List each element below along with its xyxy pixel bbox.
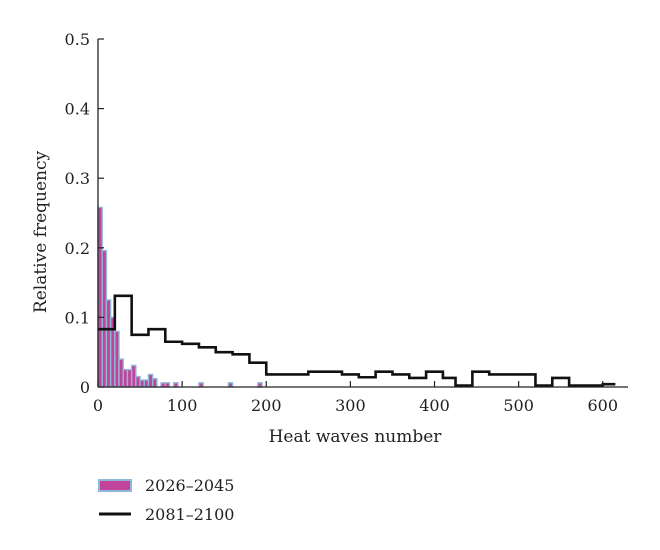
legend-swatch-2026-2045 [98,479,132,492]
plot-area [97,206,616,388]
legend-label-2081-2100: 2081–2100 [145,505,234,524]
x-tick-label-4: 400 [419,396,450,415]
y-tick-label-0: 0 [80,378,90,397]
x-tick-label-0: 0 [93,396,103,415]
x-tick-label-5: 500 [503,396,534,415]
step-line-2081-2100 [98,294,616,387]
x-tick-label-3: 300 [335,396,366,415]
y-tick-label-1: 0.1 [65,308,90,327]
y-axis-title: Relative frequency [31,150,51,313]
x-axis-title: Heat waves number [269,427,443,447]
x-tick-label-2: 200 [251,396,282,415]
y-tick-label-5: 0.5 [65,30,90,49]
axes: 0 0.1 0.2 0.3 0.4 0.5 0 100 200 300 400 500 600 [65,30,628,415]
y-tick-label-3: 0.3 [65,169,90,188]
y-tick-label-4: 0.4 [65,100,90,119]
x-tick-label-1: 100 [167,396,198,415]
legend: 2026–2045 2081–2100 [98,476,234,524]
x-tick-label-6: 600 [587,396,618,415]
histogram-bar-13 [151,377,158,388]
legend-label-2026-2045: 2026–2045 [145,476,234,495]
y-tick-label-2: 0.2 [65,239,90,258]
